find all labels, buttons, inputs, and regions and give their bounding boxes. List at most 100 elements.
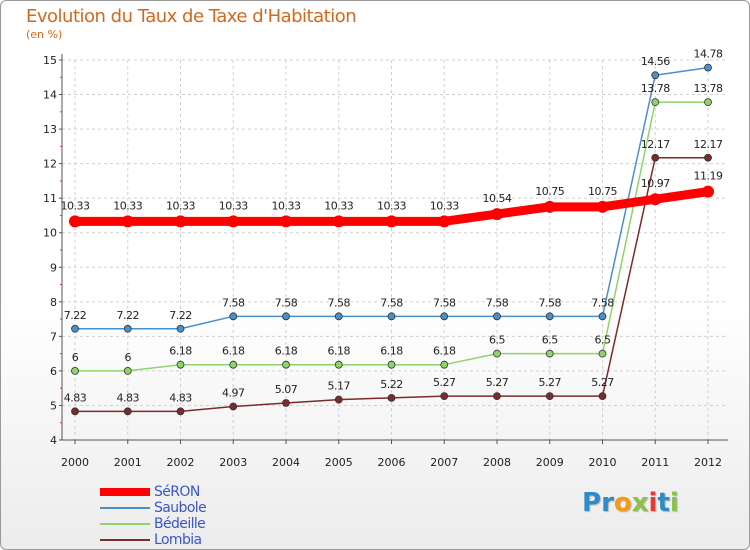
data-point [493,349,501,358]
data-label: 7.58 [380,296,403,309]
data-label: 7.22 [117,309,140,322]
data-point [387,393,396,402]
y-tick-label: 5 [50,399,57,412]
data-label: 14.56 [641,55,670,68]
proxiti-logo: Proxiti [582,488,679,518]
logo-letter: r [601,488,614,518]
y-tick-label: 9 [50,261,57,274]
data-label: 13.78 [641,82,670,95]
data-label: 5.07 [275,383,298,396]
data-label: 6.5 [595,334,611,347]
x-tick-label: 2007 [430,456,458,469]
data-point [545,312,554,321]
data-point [598,312,607,321]
data-label: 5.27 [433,376,456,389]
data-label: 10.97 [641,177,670,190]
data-point [282,399,290,407]
data-point [121,215,134,228]
data-point [332,215,345,228]
data-label: 4.83 [64,391,87,404]
data-label: 4.83 [117,391,140,404]
legend-swatch [100,507,150,509]
x-tick-label: 2012 [694,456,722,469]
data-point [440,312,449,321]
data-label: 6 [125,351,132,364]
data-label: 5.27 [591,376,614,389]
data-point [387,360,396,369]
data-label: 7.22 [64,309,87,322]
legend-swatch [100,488,150,496]
data-label: 6.5 [489,334,505,347]
data-label: 7.58 [275,296,298,309]
data-point [229,402,238,411]
y-tick-label: 14 [43,89,57,102]
data-label: 4.97 [222,386,245,399]
data-label: 7.58 [591,296,614,309]
data-point [440,392,449,401]
data-point [174,215,187,228]
data-label: 10.75 [588,185,617,198]
x-tick-label: 2010 [589,456,617,469]
data-point [280,215,292,228]
data-point [598,349,607,358]
data-label: 5.27 [486,376,509,389]
data-point [282,312,290,321]
y-tick-label: 10 [43,227,57,240]
x-tick-label: 2002 [167,456,195,469]
y-tick-label: 8 [50,296,57,309]
data-label: 10.33 [430,199,459,212]
data-label: 7.58 [433,296,456,309]
data-labels: 10.33 10.33 10.33 10.33 10.33 10.33 10.33 10.33… [61,48,724,405]
y-tick-label: 12 [43,158,57,171]
x-tick-label: 2001 [114,456,142,469]
data-point [123,324,132,333]
data-point [440,360,449,369]
data-point [385,215,398,228]
data-label: 6 [72,351,79,364]
data-point [545,392,554,401]
data-point [282,360,290,369]
data-label: 6.18 [380,345,403,358]
y-tick-label: 15 [43,54,57,67]
data-label: 5.17 [328,380,351,393]
data-point [387,312,396,321]
x-tick-label: 2005 [325,456,353,469]
data-point [493,312,501,321]
data-point [176,407,185,416]
data-label: 10.75 [535,185,564,198]
logo-letter: P [582,488,602,518]
data-label: 6.18 [328,345,351,358]
logo-letter: i [648,488,658,518]
series-group [69,63,714,416]
data-point [598,392,607,401]
data-label: 10.33 [61,199,90,212]
data-point [334,395,343,404]
data-point [123,367,132,375]
data-label: 12.17 [641,138,670,151]
data-label: 10.33 [113,199,142,212]
grid [62,59,728,441]
y-tick-label: 11 [43,192,57,205]
data-label: 7.22 [169,309,192,322]
data-label: 7.58 [328,296,351,309]
data-label: 7.58 [539,296,562,309]
data-point [176,324,185,333]
data-label: 14.78 [694,48,723,61]
legend-swatch [100,539,150,541]
data-label: 10.33 [377,199,406,212]
data-point [71,367,79,375]
logo-letter: x [631,488,649,518]
logo-letter: i [669,488,679,518]
data-label: 6.18 [169,345,192,358]
x-tick-label: 2000 [61,456,89,469]
data-point [227,215,240,228]
x-tick-label: 2003 [219,456,247,469]
data-point [651,71,660,80]
y-tick-label: 7 [50,330,57,343]
x-tick-label: 2011 [641,456,669,469]
legend-label: Bédeille [154,516,206,532]
data-point [176,360,185,369]
legend-label: Lombia [154,532,202,548]
data-point [69,215,81,228]
